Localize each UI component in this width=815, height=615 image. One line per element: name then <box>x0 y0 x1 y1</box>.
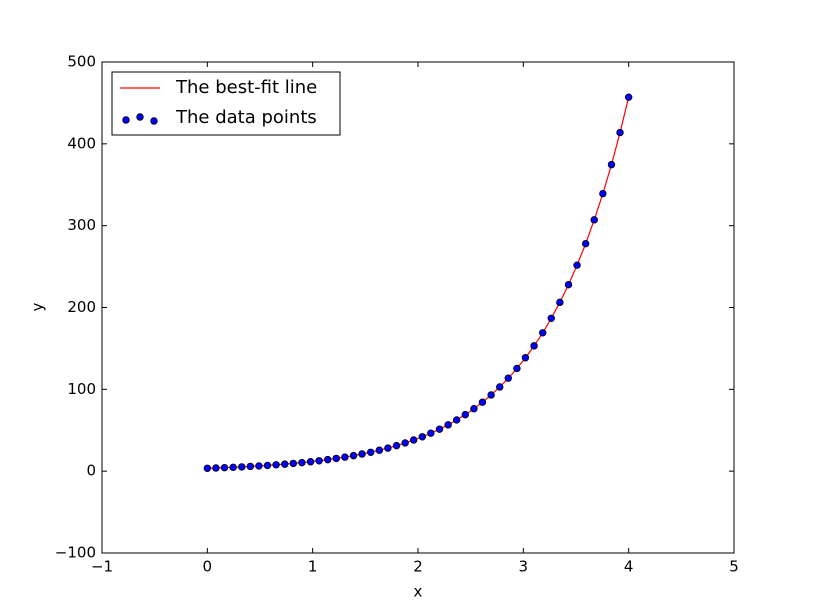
y-tick-label: 500 <box>67 53 96 71</box>
y-tick-label: 0 <box>86 462 96 480</box>
data-point <box>547 314 555 323</box>
y-tick-label: 400 <box>67 134 96 152</box>
data-point <box>409 436 418 444</box>
data-point <box>418 433 427 441</box>
data-point <box>298 458 306 467</box>
data-point <box>564 280 573 289</box>
data-point <box>358 450 366 458</box>
data-point <box>478 398 487 406</box>
data-point <box>238 463 246 471</box>
data-point <box>573 261 581 269</box>
data-point <box>324 455 332 464</box>
data-point <box>289 459 297 468</box>
x-tick-label: 4 <box>624 558 634 576</box>
data-point <box>367 448 375 456</box>
y-tick-label: 100 <box>67 380 96 398</box>
data-point <box>203 464 212 473</box>
data-point <box>556 298 564 307</box>
data-point <box>392 441 401 450</box>
x-tick-label: 2 <box>413 558 423 576</box>
y-tick-label: −100 <box>55 544 96 562</box>
data-point <box>315 457 323 465</box>
data-point <box>272 461 280 469</box>
data-point <box>504 374 512 382</box>
data-point <box>452 416 461 424</box>
data-point <box>539 329 547 337</box>
x-tick-label: 0 <box>203 558 213 576</box>
data-point <box>375 446 384 454</box>
x-tick-label: 3 <box>519 558 529 576</box>
data-point <box>212 464 220 472</box>
legend: The best-fit line The data points <box>111 71 341 136</box>
data-point <box>470 405 478 413</box>
plot-frame <box>101 61 735 554</box>
legend-marker <box>122 116 130 124</box>
data-point <box>384 444 392 452</box>
legend-marker <box>136 113 144 121</box>
data-point <box>427 429 435 437</box>
data-point <box>435 425 444 433</box>
x-tick-label: 1 <box>308 558 318 576</box>
data-point <box>401 439 409 447</box>
data-point <box>607 160 616 169</box>
data-point <box>530 342 538 350</box>
x-axis-label: x <box>414 583 423 601</box>
data-point <box>306 458 315 466</box>
data-point <box>255 462 263 470</box>
data-point <box>521 354 530 362</box>
data-point <box>616 128 624 137</box>
data-point <box>220 463 229 472</box>
data-point <box>341 453 349 461</box>
x-tick-label: −1 <box>91 558 113 576</box>
data-point <box>444 421 452 429</box>
data-point <box>246 462 255 471</box>
legend-label: The data points <box>175 107 317 128</box>
data-point <box>513 364 521 373</box>
data-point <box>461 410 469 419</box>
data-point <box>496 383 504 391</box>
data-point <box>487 391 495 399</box>
data-point <box>590 216 598 224</box>
data-point <box>281 460 289 468</box>
data-point <box>229 463 237 472</box>
data-point <box>349 451 358 460</box>
y-axis-label: y <box>29 302 47 311</box>
y-tick-label: 200 <box>67 298 96 316</box>
y-tick-label: 300 <box>67 216 96 234</box>
legend-box <box>111 71 341 136</box>
x-tick-label: 5 <box>729 558 739 576</box>
legend-label: The best-fit line <box>175 77 317 98</box>
data-point <box>624 93 633 101</box>
data-point <box>332 454 340 463</box>
data-point <box>263 461 272 470</box>
data-point <box>581 239 590 248</box>
legend-marker <box>150 117 158 125</box>
data-point <box>599 189 607 198</box>
